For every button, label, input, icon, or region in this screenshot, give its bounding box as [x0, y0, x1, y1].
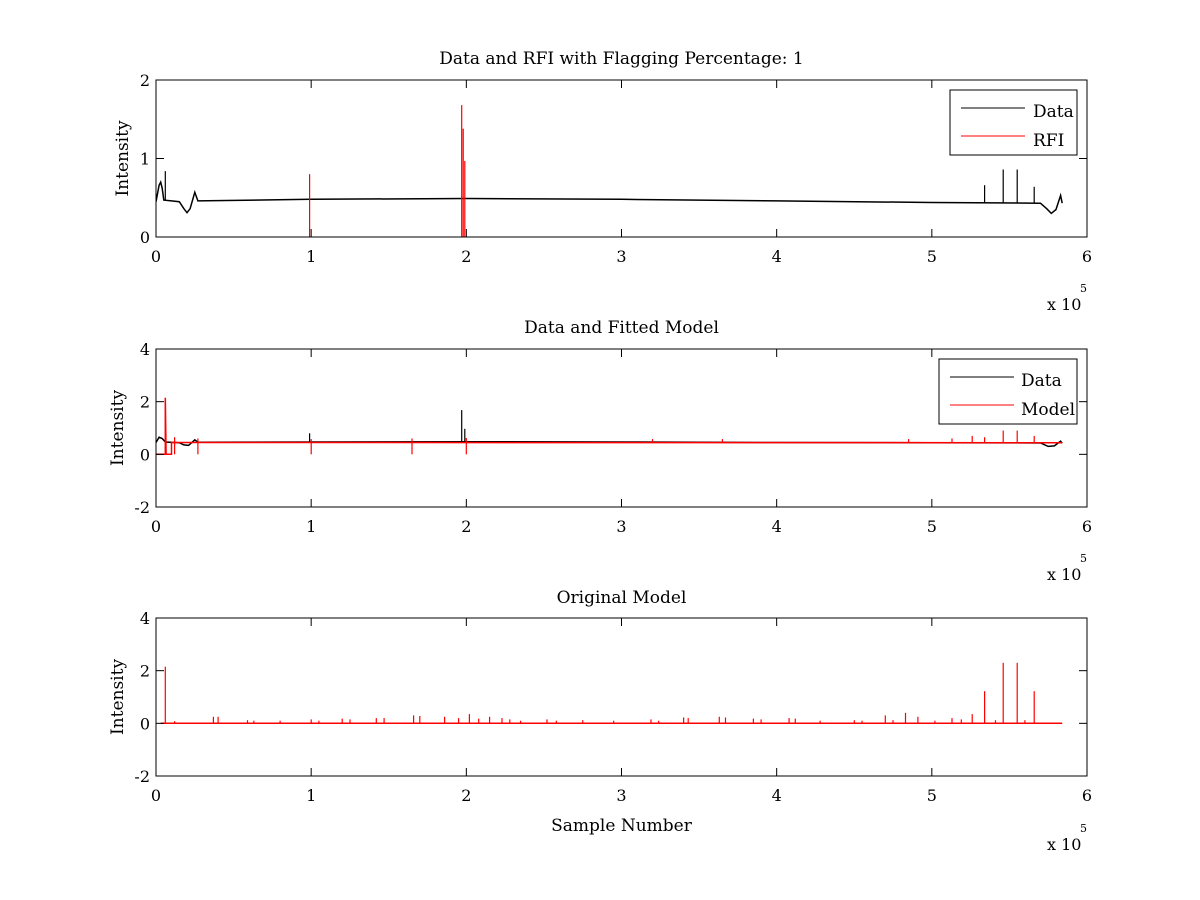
- p1-x-tick-label-6: 6: [1082, 247, 1092, 266]
- p3-series-group: [160, 662, 1063, 725]
- panel-3-x-multiplier-exponent: 5: [1080, 822, 1087, 835]
- panel-3-ylabel: Intensity: [108, 659, 128, 735]
- panel-1: Data and RFI with Flagging Percentage: 1…: [113, 49, 1092, 314]
- p2-y-tick-label-4: 4: [140, 340, 150, 359]
- p3-x-tick-label-6: 6: [1082, 786, 1092, 805]
- p2-x-tick-label-4: 4: [772, 517, 782, 536]
- p3-y-tick-label-2: 2: [140, 662, 150, 681]
- p1-x-tick-label-1: 1: [306, 247, 316, 266]
- panel-1-title: Data and RFI with Flagging Percentage: 1: [439, 49, 803, 69]
- panel-1-x-multiplier-exponent: 5: [1080, 282, 1087, 295]
- panel-1-legend-label-rfi: RFI: [1033, 131, 1064, 151]
- p1-x-tick-label-4: 4: [772, 247, 782, 266]
- panel-2-ylabel: Intensity: [108, 390, 128, 466]
- p2-x-tick-label-2: 2: [461, 517, 471, 536]
- p2-x-tick-label-5: 5: [927, 517, 937, 536]
- p2-x-tick-label-3: 3: [616, 517, 626, 536]
- panel-1-legend: Data RFI: [949, 89, 1078, 156]
- panel-3-y-ticks: -2 0 2 4: [134, 609, 1087, 786]
- p2-x-tick-label-6: 6: [1082, 517, 1092, 536]
- p3-x-tick-label-5: 5: [927, 786, 937, 805]
- panel-1-y-ticks: 0 1 2: [140, 71, 1087, 247]
- panel-3-x-multiplier: x 10: [1047, 835, 1081, 854]
- p3-x-tick-label-4: 4: [772, 786, 782, 805]
- p1-x-tick-label-3: 3: [616, 247, 626, 266]
- panel-2-legend-label-data: Data: [1021, 371, 1062, 391]
- panel-3-title: Original Model: [557, 588, 687, 608]
- p3-y-tick-label--2: -2: [134, 767, 150, 786]
- panel-2-legend-label-model: Model: [1021, 400, 1075, 420]
- p2-y-tick-label--2: -2: [134, 498, 150, 517]
- p3-x-tick-label-0: 0: [151, 786, 161, 805]
- panel-2-x-ticks: 0 1 2 3 4 5 6: [151, 349, 1092, 536]
- panel-2-title: Data and Fitted Model: [524, 318, 719, 338]
- p1-series-group: [156, 105, 1063, 237]
- p2-model-line: [156, 397, 1063, 456]
- p3-x-tick-label-2: 2: [461, 786, 471, 805]
- p3-y-tick-label-4: 4: [140, 609, 150, 628]
- panel-3-x-ticks: 0 1 2 3 4 5 6: [151, 618, 1092, 805]
- p2-x-tick-label-0: 0: [151, 517, 161, 536]
- panel-1-x-ticks: 0 1 2 3 4 5 6: [151, 80, 1092, 266]
- p3-x-tick-label-1: 1: [306, 786, 316, 805]
- panel-2-x-multiplier-exponent: 5: [1080, 552, 1087, 565]
- panel-2-legend: Data Model: [938, 358, 1078, 425]
- p2-series-group: [156, 397, 1063, 456]
- p1-x-tick-label-2: 2: [461, 247, 471, 266]
- panel-2-plot-area: [155, 348, 1088, 508]
- p3-x-tick-label-3: 3: [616, 786, 626, 805]
- p3-y-tick-label-0: 0: [140, 714, 150, 733]
- p1-y-tick-label-1: 1: [140, 150, 150, 169]
- panel-1-legend-label-data: Data: [1033, 102, 1074, 122]
- p1-x-tick-label-5: 5: [927, 247, 937, 266]
- p1-y-tick-label-2: 2: [140, 71, 150, 90]
- panel-1-x-multiplier: x 10: [1047, 295, 1081, 314]
- p2-y-tick-label-0: 0: [140, 445, 150, 464]
- panel-2-y-ticks: -2 0 2 4: [134, 340, 1087, 517]
- p1-x-tick-label-0: 0: [151, 247, 161, 266]
- p1-data-line: [156, 179, 1063, 215]
- p2-x-tick-label-1: 1: [306, 517, 316, 536]
- p1-y-tick-label-0: 0: [140, 228, 150, 247]
- panel-1-ylabel: Intensity: [113, 120, 133, 196]
- p2-y-tick-label-2: 2: [140, 393, 150, 412]
- panel-2-x-multiplier: x 10: [1047, 565, 1081, 584]
- panel-3-xlabel: Sample Number: [551, 816, 693, 836]
